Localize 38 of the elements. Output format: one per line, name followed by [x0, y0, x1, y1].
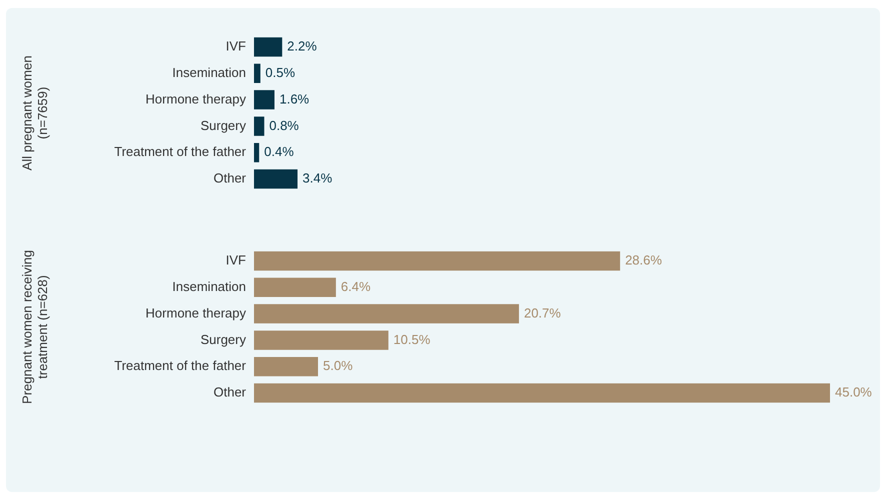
bar [254, 383, 830, 403]
y-tick-label: IVF [226, 252, 246, 268]
y-tick-label: Hormone therapy [146, 91, 246, 106]
data-label: 3.4% [302, 170, 333, 186]
bar [254, 90, 274, 110]
data-label: 2.2% [287, 38, 318, 54]
data-label: 0.5% [265, 64, 296, 80]
y-tick-label: Other [213, 384, 247, 400]
data-label: 5.0% [323, 358, 354, 374]
bar [254, 64, 260, 84]
bar [254, 169, 298, 189]
y-tick-label: Treatment of the father [114, 144, 247, 160]
data-label: 20.7% [524, 305, 562, 320]
y-tick-label: IVF [226, 38, 246, 54]
data-label: 28.6% [625, 252, 662, 268]
y-tick-label: Treatment of the father [114, 358, 247, 374]
bar [254, 278, 336, 298]
y-tick-label: Surgery [200, 118, 246, 133]
y-axis-title: Pregnant women receiving treatment (n=628) [19, 250, 50, 404]
data-label: 6.4% [340, 278, 371, 294]
bar [254, 330, 388, 350]
data-label: 0.8% [269, 118, 300, 133]
data-label: 0.4% [264, 144, 294, 160]
data-label: 1.6% [279, 91, 310, 106]
y-axis-title: All pregnant women (n=7659) [19, 56, 50, 170]
y-tick-label: Insemination [172, 64, 246, 80]
y-tick-label: Other [213, 170, 247, 186]
bar [254, 37, 282, 57]
bar [254, 304, 519, 324]
y-tick-label: Hormone therapy [146, 305, 246, 320]
bar [254, 251, 620, 271]
y-tick-label: Insemination [172, 278, 246, 294]
y-tick-label: Surgery [200, 332, 246, 347]
bar [254, 356, 318, 376]
data-label: 45.0% [835, 384, 872, 400]
bar [254, 142, 260, 162]
data-label: 10.5% [393, 332, 431, 347]
bar [254, 116, 264, 136]
